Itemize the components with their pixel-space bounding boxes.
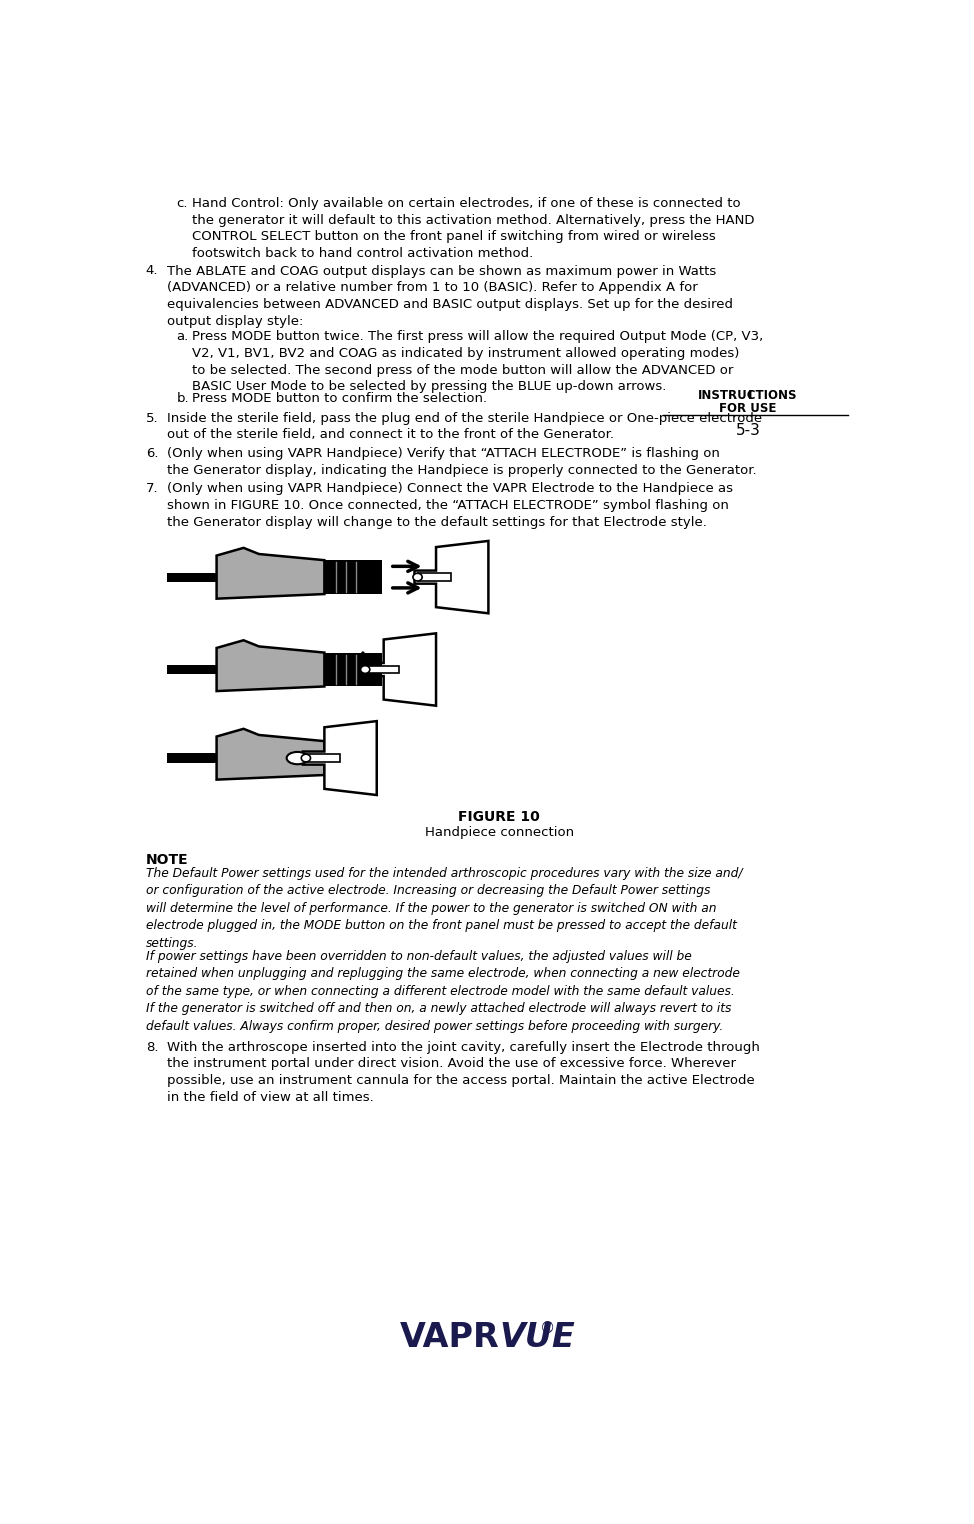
Polygon shape [324,652,382,686]
Text: b.: b. [176,392,189,404]
Text: ®: ® [540,1321,555,1337]
Text: INSTRUCTIONS: INSTRUCTIONS [698,389,798,402]
Text: With the arthroscope inserted into the joint cavity, carefully insert the Electr: With the arthroscope inserted into the j… [167,1041,760,1103]
Text: I: I [748,389,752,402]
Polygon shape [415,541,488,613]
Text: Hand Control: Only available on certain electrodes, if one of these is connected: Hand Control: Only available on certain … [192,197,755,261]
Text: 5.: 5. [146,411,159,425]
Text: Press MODE button to confirm the selection.: Press MODE button to confirm the selecti… [192,392,487,404]
Ellipse shape [301,754,311,762]
Polygon shape [365,666,399,674]
Text: NOTE: NOTE [146,853,188,867]
Polygon shape [216,547,324,599]
Polygon shape [167,753,216,762]
Polygon shape [167,573,216,582]
Text: VUE: VUE [500,1321,575,1353]
Text: Press MODE button twice. The first press will allow the required Output Mode (CP: Press MODE button twice. The first press… [192,331,764,393]
Text: 6.: 6. [146,447,158,460]
Text: 4.: 4. [146,265,158,277]
Polygon shape [418,573,451,581]
Text: c.: c. [176,197,188,210]
Polygon shape [362,634,436,706]
Text: Handpiece connection: Handpiece connection [425,826,574,838]
Ellipse shape [413,573,422,581]
Polygon shape [167,664,216,674]
Polygon shape [324,561,382,594]
Text: The ABLATE and COAG output displays can be shown as maximum power in Watts
(ADVA: The ABLATE and COAG output displays can … [167,265,732,328]
Text: 5-3: 5-3 [735,424,761,437]
Text: (Only when using VAPR Handpiece) Connect the VAPR Electrode to the Handpiece as
: (Only when using VAPR Handpiece) Connect… [167,483,732,529]
Ellipse shape [360,666,370,674]
Text: Inside the sterile field, pass the plug end of the sterile Handpiece or One-piec: Inside the sterile field, pass the plug … [167,411,762,442]
Text: a.: a. [176,331,189,343]
Polygon shape [216,640,324,690]
Ellipse shape [286,751,308,764]
Text: FIGURE 10: FIGURE 10 [459,811,540,824]
Text: (Only when using VAPR Handpiece) Verify that “ATTACH ELECTRODE” is flashing on
t: (Only when using VAPR Handpiece) Verify … [167,447,756,477]
Polygon shape [303,721,377,796]
Text: If power settings have been overridden to non-default values, the adjusted value: If power settings have been overridden t… [146,949,739,1033]
Text: 8.: 8. [146,1041,158,1053]
Polygon shape [306,754,340,762]
Polygon shape [216,728,324,780]
Text: The Default Power settings used for the intended arthroscopic procedures vary wi: The Default Power settings used for the … [146,867,742,949]
Text: FOR USE: FOR USE [719,402,776,416]
Text: VAPR: VAPR [399,1321,500,1353]
Text: 7.: 7. [146,483,159,495]
